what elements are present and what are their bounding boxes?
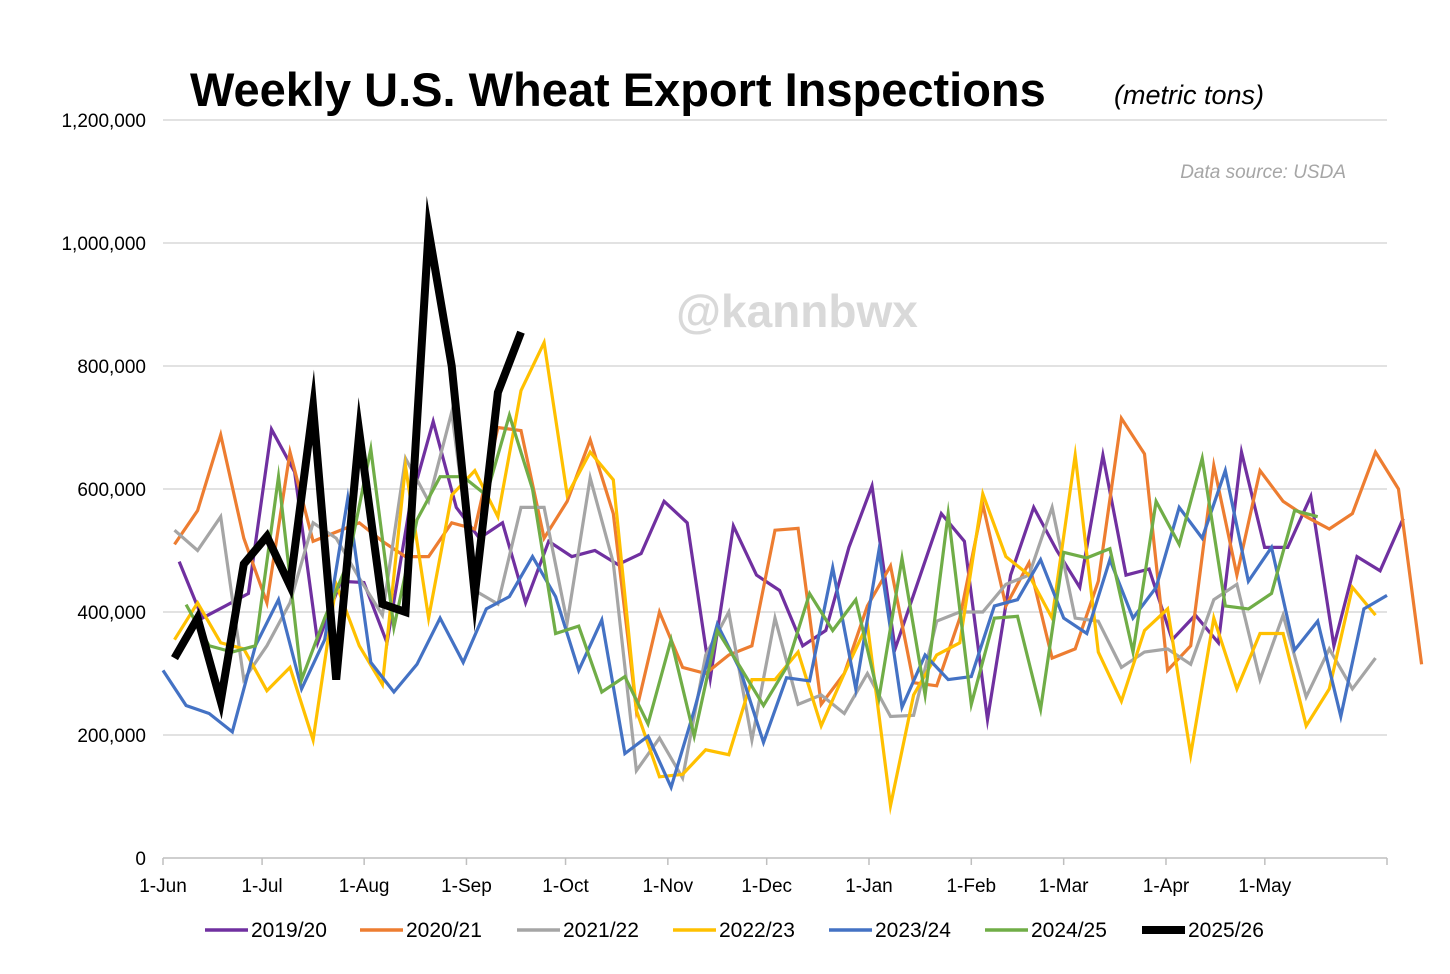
chart-subtitle: (metric tons) (1114, 80, 1264, 110)
legend-label-2019-20: 2019/20 (251, 919, 327, 942)
y-tick-label: 600,000 (77, 480, 146, 501)
y-tick-label: 200,000 (77, 726, 146, 747)
legend-label-2021-22: 2021/22 (563, 919, 639, 942)
x-tick-label: 1-Oct (542, 876, 589, 897)
legend-label-2020-21: 2020/21 (406, 919, 482, 942)
series-line-2022-23 (173, 337, 1377, 816)
series-line-2024-25 (184, 409, 1319, 744)
x-tick-label: 1-Aug (339, 876, 390, 897)
y-tick-label: 1,000,000 (61, 234, 146, 255)
y-axis-ticks: 0 200,000 400,000 600,000 800,000 1,000,000 1,… (61, 111, 146, 870)
x-axis: 1-Jun 1-Jul 1-Aug 1-Sep 1-Oct 1-Nov 1-Dec 1-Jan… (139, 857, 1388, 897)
gridlines (163, 119, 1387, 736)
x-tick-label: 1-Mar (1039, 876, 1089, 897)
y-tick-label: 800,000 (77, 357, 146, 378)
x-tick-label: 1-Nov (642, 876, 693, 897)
x-tick-label: 1-Jul (241, 876, 282, 897)
series-line-2025-26 (171, 195, 525, 720)
x-tick-label: 1-Sep (441, 876, 492, 897)
x-tick-label: 1-May (1238, 876, 1291, 897)
chart-title: Weekly U.S. Wheat Export Inspections (190, 63, 1046, 116)
series-lines (161, 195, 1424, 816)
legend-label-2023-24: 2023/24 (875, 919, 951, 942)
series-line-2019-20 (177, 415, 1405, 731)
y-tick-label: 1,200,000 (61, 111, 146, 132)
x-tick-label: 1-Dec (741, 876, 792, 897)
y-tick-label: 400,000 (77, 603, 146, 624)
y-tick-label: 0 (135, 849, 146, 870)
series-line-2023-24 (161, 464, 1388, 792)
data-source-note: Data source: USDA (1180, 162, 1346, 183)
watermark: @kannbwx (676, 285, 918, 337)
x-tick-label: 1-Jan (845, 876, 893, 897)
x-tick-label: 1-Jun (139, 876, 187, 897)
legend-label-2024-25: 2024/25 (1031, 919, 1107, 942)
legend: 2019/20 2020/21 2021/22 2022/23 2023/24 2024/… (205, 919, 1264, 942)
x-tick-label: 1-Feb (946, 876, 996, 897)
x-tick-label: 1-Apr (1143, 876, 1190, 897)
legend-label-2022-23: 2022/23 (719, 919, 795, 942)
legend-label-2025-26: 2025/26 (1188, 919, 1264, 942)
